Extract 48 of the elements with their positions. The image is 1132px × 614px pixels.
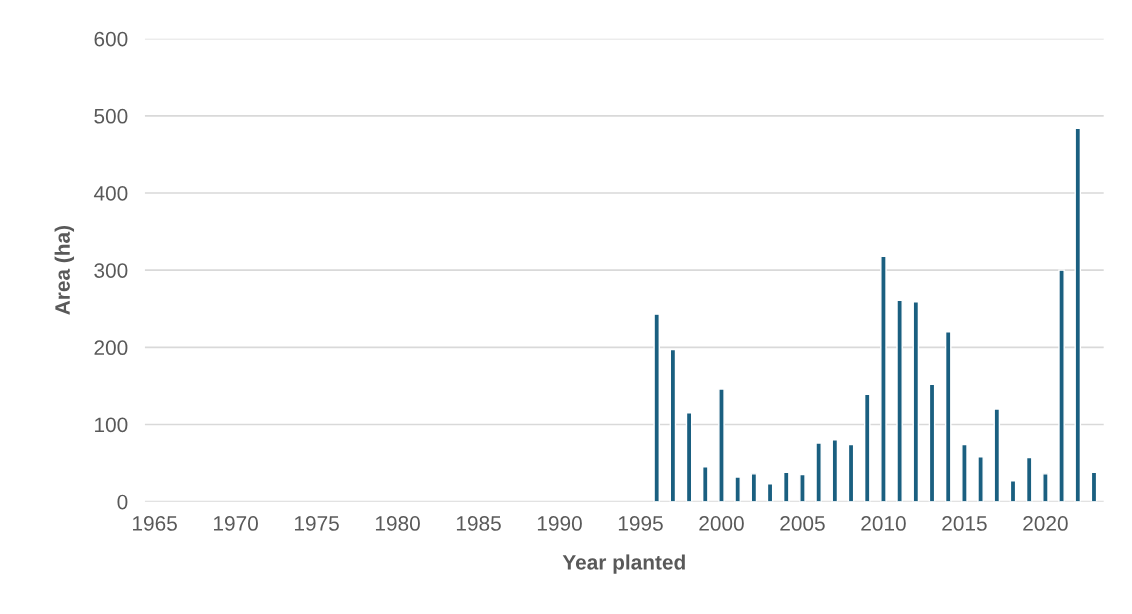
y-tick-label: 100 xyxy=(95,417,128,433)
bar xyxy=(847,443,855,502)
x-tick-label: 1965 xyxy=(133,516,177,531)
bar xyxy=(928,383,936,502)
y-axis-title: Area (ha) xyxy=(54,226,75,315)
y-tick-label: 600 xyxy=(94,31,128,47)
y-tick-label: 500 xyxy=(94,108,128,124)
y-tick-label: 400 xyxy=(93,186,128,201)
x-tick-label: 2000 xyxy=(699,516,744,531)
y-tick-label: 0 xyxy=(117,494,128,510)
bar xyxy=(1042,473,1049,502)
x-tick-label: 2005 xyxy=(780,516,825,531)
bar xyxy=(701,466,709,502)
bar xyxy=(831,439,839,502)
bar xyxy=(766,483,774,502)
bar xyxy=(1025,456,1033,502)
bar xyxy=(912,301,920,502)
bar xyxy=(1009,480,1017,502)
y-tick-label: 300 xyxy=(94,263,128,278)
bar xyxy=(750,473,758,502)
bar xyxy=(669,348,677,502)
bar xyxy=(653,313,660,502)
x-tick-label: 1975 xyxy=(294,516,339,531)
x-tick-label: 2015 xyxy=(942,516,987,531)
x-axis-title: Year planted xyxy=(562,554,685,574)
bar xyxy=(1058,269,1065,502)
x-tick-label: 2010 xyxy=(861,516,906,531)
bar xyxy=(993,408,1001,502)
x-tick-label: 1970 xyxy=(214,516,258,531)
x-tick-label: 2020 xyxy=(1023,516,1068,531)
bar xyxy=(896,299,903,502)
bar xyxy=(718,388,725,502)
x-tick-label: 1995 xyxy=(618,516,663,531)
bar xyxy=(880,255,887,502)
bar xyxy=(863,393,871,502)
bar xyxy=(782,471,790,502)
bar xyxy=(977,456,984,502)
x-tick-label: 1990 xyxy=(537,516,582,531)
bar xyxy=(1074,127,1082,502)
x-tick-label: 1985 xyxy=(456,516,501,531)
bar xyxy=(685,412,693,502)
bar xyxy=(799,473,806,502)
y-tick-label: 200 xyxy=(94,340,128,356)
bar xyxy=(961,443,968,502)
bar xyxy=(815,442,822,502)
x-tick-label: 1980 xyxy=(375,516,420,531)
bar xyxy=(944,331,952,502)
bar xyxy=(734,476,741,502)
